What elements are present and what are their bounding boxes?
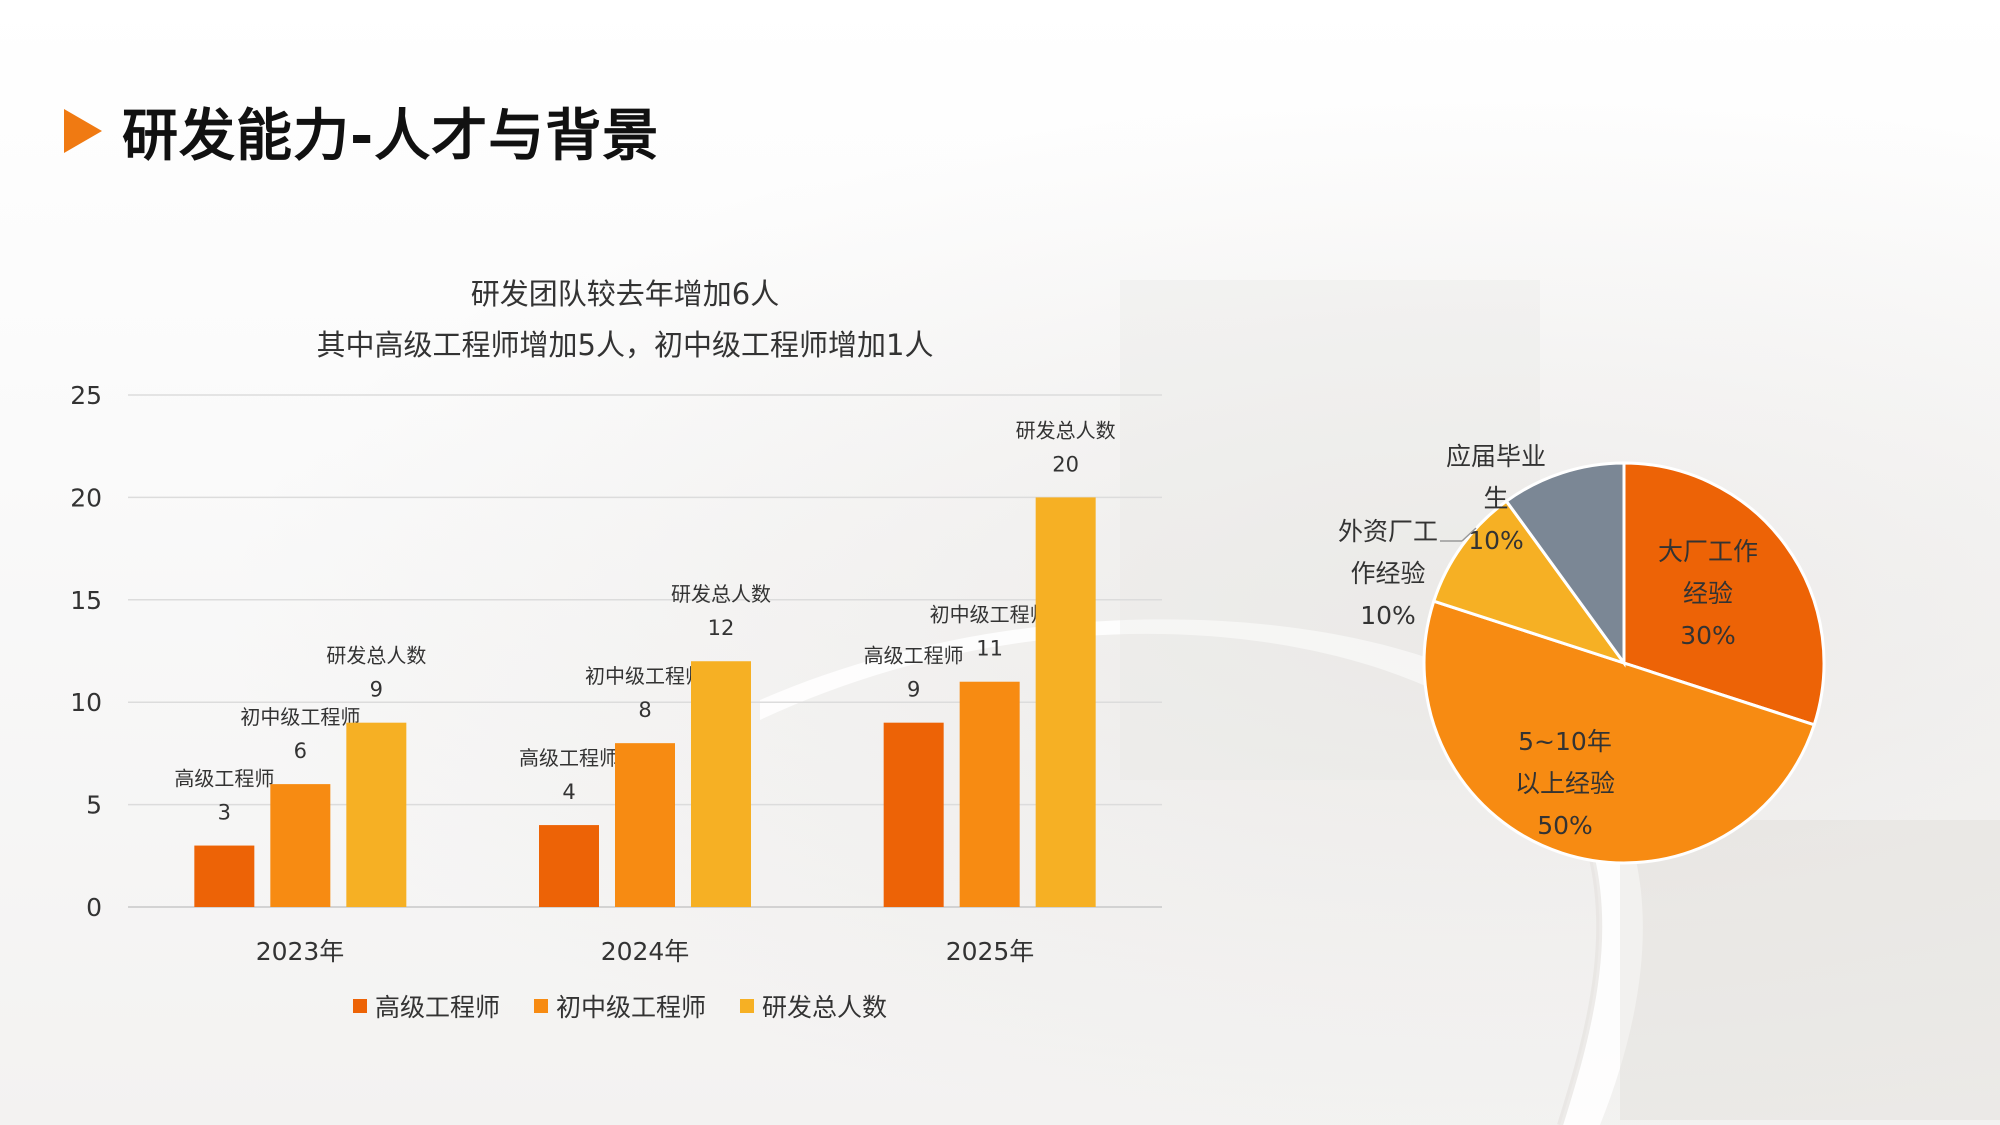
bar-value-label: 12 xyxy=(708,616,735,640)
legend-label: 初中级工程师 xyxy=(555,993,706,1022)
pie-slice-percent: 50% xyxy=(1537,811,1593,840)
bar-value-label: 9 xyxy=(370,678,383,702)
bar xyxy=(959,681,1020,907)
pie-slice xyxy=(1431,499,1628,666)
pie-slice-label: 经验 xyxy=(1683,579,1733,608)
legend-swatch xyxy=(533,999,548,1013)
bar-series-label: 研发总人数 xyxy=(326,644,426,668)
pie-slice-label: 生 xyxy=(1483,484,1508,513)
pie-slice xyxy=(1422,599,1817,864)
pie-slice-label: 5~10年 xyxy=(1518,727,1612,756)
x-tick-label: 2025年 xyxy=(945,937,1035,966)
header: 研发能力-人才与背景 xyxy=(64,96,659,169)
legend-item: 高级工程师 xyxy=(352,988,500,1024)
x-tick-label: 2024年 xyxy=(600,937,690,966)
y-tick-label: 10 xyxy=(70,688,102,717)
pie-slice-label: 外资厂工 xyxy=(1338,517,1438,546)
legend-item: 研发总人数 xyxy=(740,988,887,1024)
bar-series-label: 研发总人数 xyxy=(1016,418,1116,442)
bar xyxy=(539,825,599,907)
title-arrow-icon xyxy=(64,109,102,153)
y-tick-label: 20 xyxy=(70,483,102,512)
bar-series-label: 高级工程师 xyxy=(174,767,274,791)
pie-slice-percent: 10% xyxy=(1360,601,1416,630)
bar xyxy=(883,722,944,907)
pie-slice-label: 应届毕业 xyxy=(1446,442,1546,471)
pie-slice-label: 大厂工作 xyxy=(1658,537,1758,566)
bar-chart-subtitle: 其中高级工程师增加5人，初中级工程师增加1人 xyxy=(316,328,934,362)
legend-item: 初中级工程师 xyxy=(533,988,706,1024)
bar-series-label: 研发总人数 xyxy=(671,582,771,606)
bar-value-label: 20 xyxy=(1052,452,1079,476)
y-tick-label: 25 xyxy=(70,381,102,410)
pie-leader-line xyxy=(1461,527,1477,542)
bar xyxy=(691,661,751,907)
page-title: 研发能力-人才与背景 xyxy=(122,103,660,169)
legend-label: 研发总人数 xyxy=(762,993,888,1022)
pie-slice-percent: 30% xyxy=(1680,621,1736,650)
bar-value-label: 8 xyxy=(638,698,651,722)
bar xyxy=(194,845,255,907)
bar-series-label: 初中级工程师 xyxy=(930,603,1050,627)
bar-chart-legend: 高级工程师 初中级工程师 研发总人数 xyxy=(0,988,1240,1024)
pie-slice-percent: 10% xyxy=(1468,526,1524,555)
legend-swatch xyxy=(740,999,754,1013)
pie-slice-label: 作经验 xyxy=(1350,559,1425,588)
legend-label: 高级工程师 xyxy=(374,993,500,1022)
y-tick-label: 0 xyxy=(86,893,102,922)
y-tick-label: 15 xyxy=(70,586,102,615)
bar-value-label: 4 xyxy=(562,780,575,804)
bar xyxy=(346,722,407,907)
bar-value-label: 6 xyxy=(294,739,307,763)
y-tick-label: 5 xyxy=(86,791,102,820)
bar-chart-title: 研发团队较去年增加6人 xyxy=(470,277,780,311)
bar-value-label: 3 xyxy=(218,801,231,825)
pie-slice-label: 以上经验 xyxy=(1515,769,1615,798)
bar-value-label: 9 xyxy=(907,678,920,702)
pie-slice xyxy=(1504,461,1626,668)
pie-slice xyxy=(1622,461,1826,727)
bar-value-label: 11 xyxy=(976,637,1003,661)
bar-series-label: 初中级工程师 xyxy=(240,705,360,729)
bar xyxy=(1035,497,1096,907)
bar xyxy=(615,743,675,907)
bar-series-label: 初中级工程师 xyxy=(585,664,705,688)
bar-series-label: 高级工程师 xyxy=(864,644,964,668)
bar xyxy=(270,784,331,907)
bar-series-label: 高级工程师 xyxy=(519,746,619,770)
x-tick-label: 2023年 xyxy=(255,937,345,966)
legend-swatch xyxy=(352,999,367,1013)
